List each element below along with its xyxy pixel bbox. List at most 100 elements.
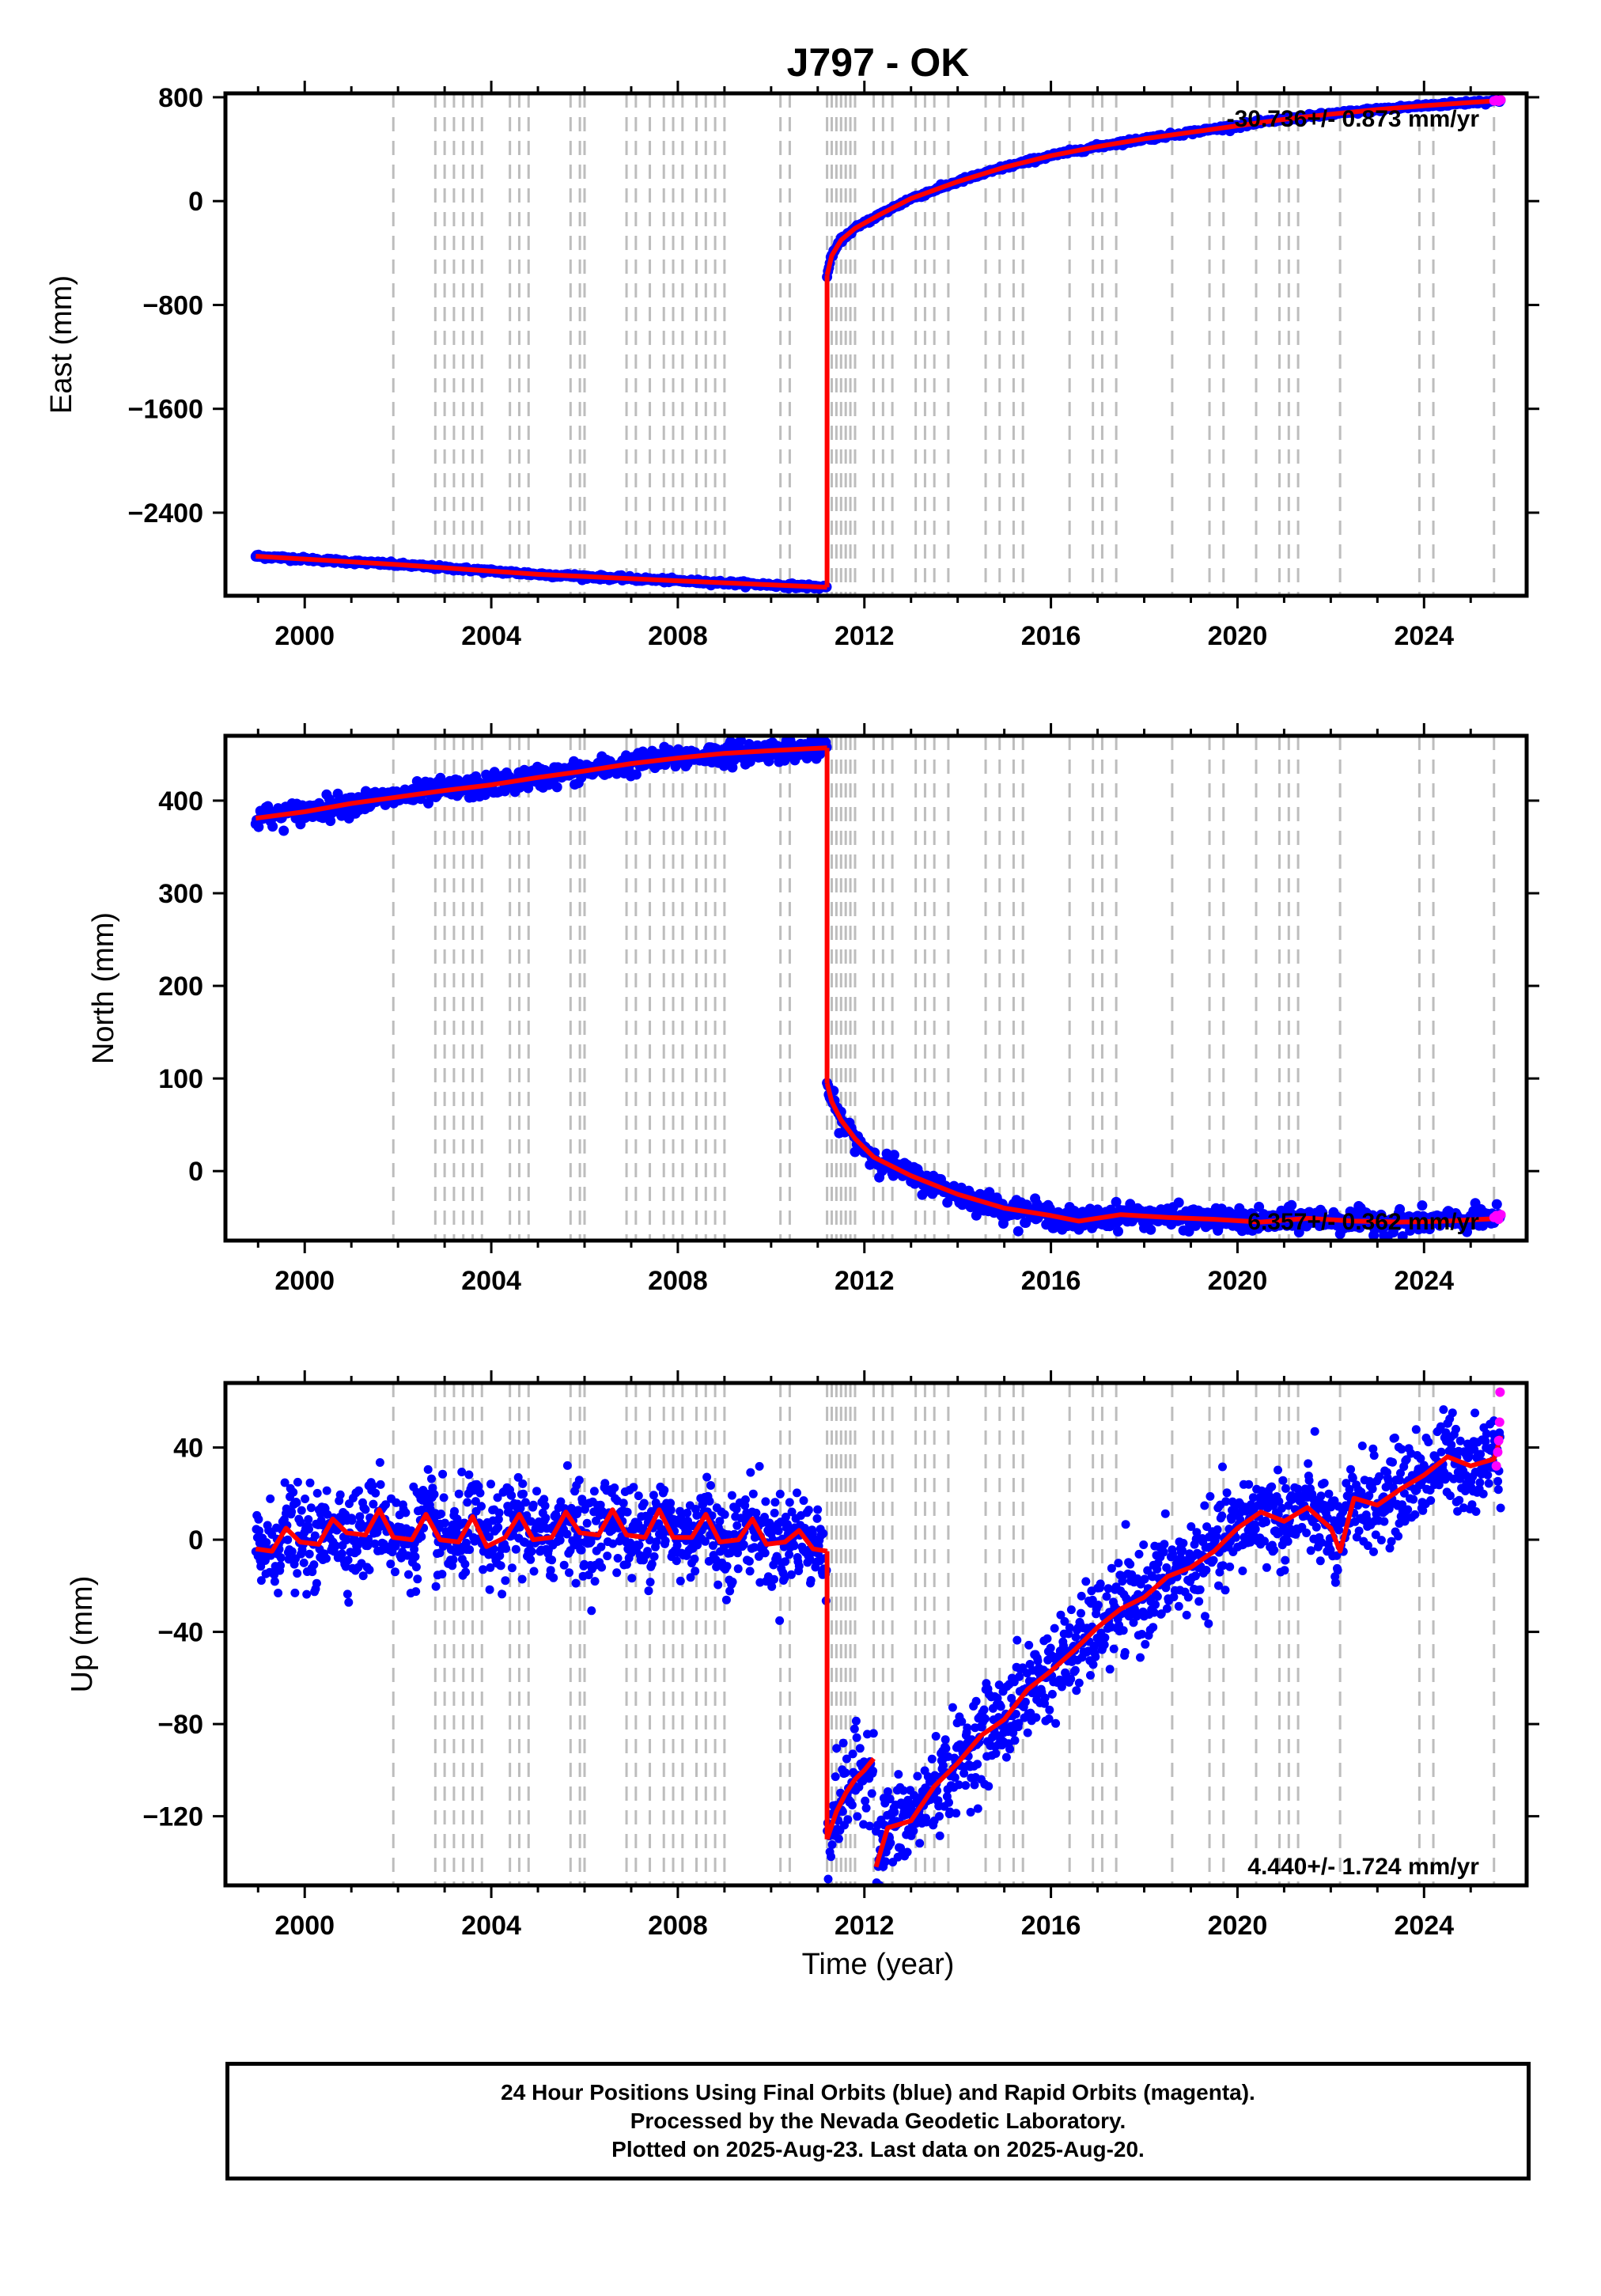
- data-point: [1162, 1604, 1171, 1613]
- data-point: [1274, 1465, 1282, 1475]
- data-point: [511, 1544, 520, 1554]
- data-point: [853, 1812, 862, 1821]
- data-point: [1281, 1483, 1290, 1493]
- data-point: [587, 1606, 596, 1616]
- data-point: [461, 1538, 471, 1548]
- data-point: [411, 1552, 420, 1562]
- data-point: [474, 1482, 483, 1491]
- data-point: [706, 1481, 715, 1490]
- data-point: [627, 1574, 637, 1583]
- data-point: [431, 1582, 441, 1591]
- data-point: [391, 1567, 399, 1577]
- data-point: [299, 1558, 308, 1567]
- data-point: [812, 1514, 822, 1523]
- panel-north: 2000 2004 2008 2012 2016 2020 2024010020030040…: [87, 723, 1539, 1296]
- data-point: [589, 1487, 599, 1496]
- plot-area-up: [251, 1383, 1505, 1885]
- data-point: [559, 1560, 569, 1570]
- data-point: [1120, 1648, 1130, 1657]
- data-point: [774, 1526, 783, 1536]
- data-point: [660, 1486, 669, 1495]
- data-point: [793, 1488, 801, 1498]
- data-point: [1168, 1549, 1177, 1559]
- data-point: [1286, 1199, 1297, 1211]
- data-point: [301, 1495, 310, 1503]
- data-point: [1100, 1633, 1110, 1642]
- data-point: [363, 1541, 373, 1551]
- data-point: [344, 1597, 354, 1607]
- x-tick-label: 2012: [835, 621, 895, 651]
- data-point: [283, 1535, 293, 1544]
- data-point: [722, 1562, 732, 1571]
- data-point: [1217, 1511, 1227, 1521]
- data-point: [746, 1468, 755, 1477]
- data-point: [720, 1510, 729, 1519]
- data-point: [660, 1536, 670, 1546]
- data-point: [732, 1521, 742, 1530]
- data-point: [1214, 1581, 1223, 1590]
- data-point: [600, 1479, 610, 1488]
- data-point: [454, 1489, 464, 1498]
- data-point: [435, 1548, 445, 1558]
- model-line-north: [255, 745, 827, 821]
- data-point: [410, 1544, 419, 1554]
- data-point: [950, 1773, 959, 1783]
- y-tick-label: 300: [158, 879, 203, 909]
- x-axis-label: Time (year): [802, 1948, 955, 1981]
- data-point: [1100, 1640, 1109, 1650]
- data-point: [1260, 1536, 1269, 1546]
- data-point: [287, 1507, 297, 1517]
- data-point: [630, 769, 642, 780]
- data-point: [573, 1506, 583, 1515]
- data-point: [331, 1541, 340, 1551]
- data-point: [1293, 1227, 1304, 1237]
- x-tick-label: 2020: [1208, 621, 1268, 651]
- data-point: [371, 1488, 380, 1498]
- data-point: [540, 1501, 550, 1510]
- data-point: [935, 1831, 944, 1840]
- data-point: [1074, 1678, 1084, 1688]
- data-point: [1316, 1491, 1326, 1501]
- data-point: [683, 1508, 692, 1517]
- data-point: [450, 1506, 459, 1516]
- y-tick-label: −2400: [128, 498, 204, 529]
- data-point: [941, 1744, 951, 1753]
- data-point: [612, 1568, 622, 1578]
- data-point: [1031, 1713, 1041, 1722]
- data-point: [626, 1538, 635, 1548]
- data-point: [676, 1513, 686, 1522]
- data-point: [262, 1538, 271, 1548]
- data-point: [686, 1573, 695, 1582]
- data-point: [571, 1578, 581, 1588]
- data-point: [708, 1541, 717, 1550]
- data-point: [889, 1150, 899, 1161]
- data-point: [954, 1780, 963, 1790]
- data-point: [619, 1498, 628, 1508]
- y-axis-label-north: North (mm): [87, 912, 120, 1064]
- plot-area-north: [250, 736, 1506, 1241]
- data-point: [629, 1483, 638, 1492]
- y-tick-label: 0: [188, 1157, 203, 1187]
- data-point: [1280, 1566, 1289, 1575]
- x-tick-label: 2016: [1021, 621, 1081, 651]
- data-point: [861, 1796, 870, 1805]
- data-point: [794, 1562, 804, 1570]
- data-point: [827, 1840, 837, 1849]
- data-point: [733, 1564, 743, 1574]
- data-point: [1174, 1601, 1183, 1611]
- data-point: [1044, 1714, 1054, 1723]
- final-orbit-points-north: [250, 736, 1506, 1241]
- data-point: [1149, 1623, 1158, 1632]
- data-point: [1072, 1686, 1081, 1695]
- data-point: [312, 1578, 321, 1588]
- data-point: [869, 1767, 878, 1775]
- data-point: [1044, 1203, 1055, 1214]
- data-point: [881, 1857, 890, 1866]
- chart-title: J797 - OK: [787, 40, 970, 85]
- data-point: [1071, 1632, 1081, 1642]
- data-point: [358, 1571, 368, 1581]
- data-point: [1222, 1488, 1232, 1498]
- data-point: [744, 1556, 754, 1566]
- data-point: [1126, 1559, 1135, 1569]
- data-point: [597, 1563, 607, 1572]
